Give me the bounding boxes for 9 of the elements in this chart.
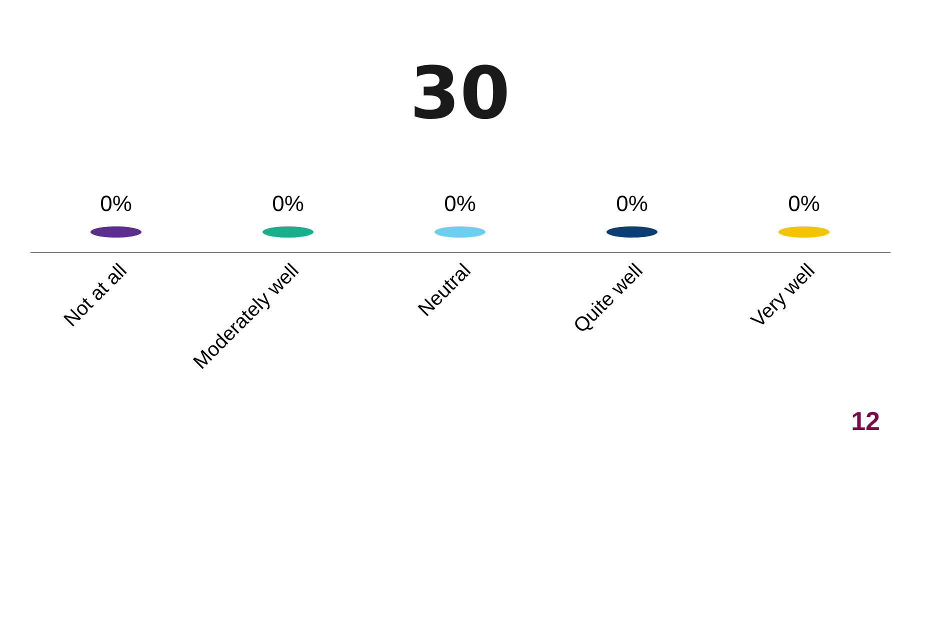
- text: 30: [410, 51, 510, 135]
- data-label: 0%: [272, 191, 304, 216]
- data-label: 0%: [616, 191, 648, 216]
- category-label: Very well: [747, 260, 820, 332]
- data-label: 0%: [788, 191, 820, 216]
- text: 12: [851, 406, 880, 436]
- category-label: Not at all: [60, 260, 132, 332]
- data-label: 0%: [444, 191, 476, 216]
- data-label: 0%: [100, 191, 132, 216]
